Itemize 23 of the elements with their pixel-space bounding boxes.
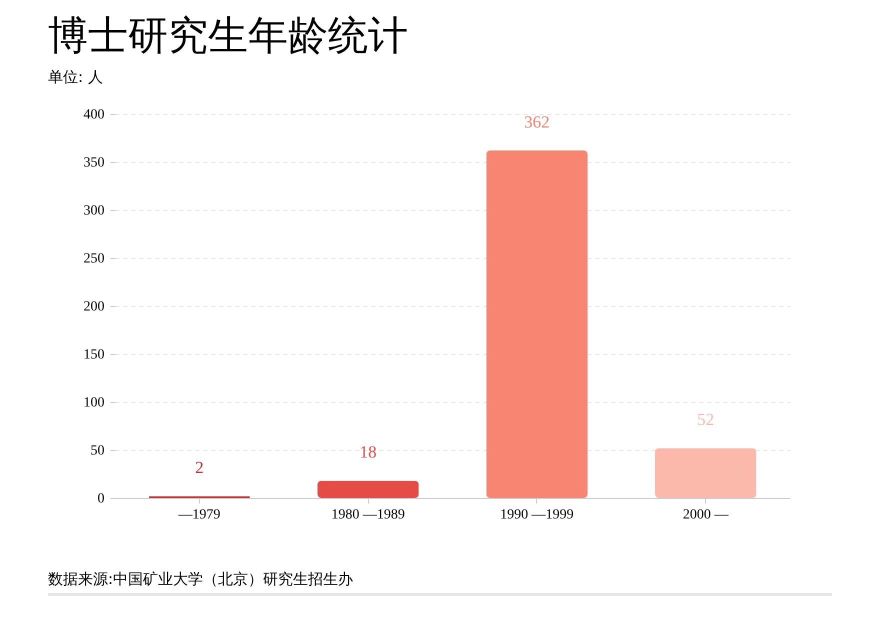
data-label: 362	[524, 112, 550, 132]
y-tick-label: 0	[98, 492, 104, 506]
bar	[486, 150, 588, 498]
y-tick-label: 100	[84, 396, 104, 410]
y-tick-label: 200	[84, 300, 104, 314]
y-tick-label: 150	[84, 348, 104, 362]
y-tick-label: 300	[84, 204, 104, 218]
bar	[655, 448, 756, 498]
data-label: 2	[195, 458, 204, 478]
y-tick-label: 350	[84, 156, 104, 170]
data-label: 52	[697, 410, 714, 430]
chart-title: 博士研究生年龄统计	[48, 12, 408, 61]
y-tick-label: 250	[84, 252, 104, 266]
y-tick-label: 400	[84, 108, 104, 122]
bar	[318, 480, 419, 498]
source-note: 数据来源:中国矿业大学（北京）研究生招生办	[48, 570, 832, 596]
chart-subtitle: 单位: 人	[48, 68, 103, 87]
x-tick-label: 1990 —1999	[500, 508, 574, 522]
y-tick-label: 50	[90, 444, 104, 458]
x-tick-label: —1979	[177, 508, 220, 522]
x-tick-label: 2000 —	[682, 508, 730, 522]
data-label: 18	[360, 442, 377, 462]
x-tick-label: 1980 —1989	[331, 508, 405, 522]
